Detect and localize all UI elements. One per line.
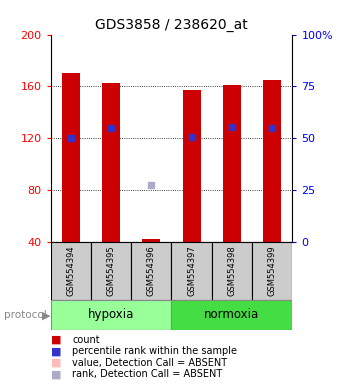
Bar xyxy=(183,90,201,242)
Text: normoxia: normoxia xyxy=(204,308,260,321)
Text: ▶: ▶ xyxy=(42,310,50,320)
Bar xyxy=(51,300,171,329)
Text: GSM554395: GSM554395 xyxy=(106,245,116,296)
Text: hypoxia: hypoxia xyxy=(88,308,134,321)
Text: GSM554397: GSM554397 xyxy=(187,245,196,296)
Bar xyxy=(91,242,131,300)
Text: ■: ■ xyxy=(51,346,61,356)
Bar xyxy=(51,242,91,300)
Bar xyxy=(252,242,292,300)
Text: ■: ■ xyxy=(51,369,61,379)
Text: percentile rank within the sample: percentile rank within the sample xyxy=(72,346,237,356)
Bar xyxy=(142,239,160,242)
Title: GDS3858 / 238620_at: GDS3858 / 238620_at xyxy=(95,18,248,32)
Text: ■: ■ xyxy=(51,335,61,345)
Text: GSM554398: GSM554398 xyxy=(227,245,236,296)
Bar xyxy=(171,300,292,329)
Text: GSM554396: GSM554396 xyxy=(147,245,156,296)
Text: count: count xyxy=(72,335,100,345)
Text: GSM554394: GSM554394 xyxy=(66,245,75,296)
Bar xyxy=(131,242,171,300)
Bar xyxy=(171,242,212,300)
Text: protocol: protocol xyxy=(4,310,46,320)
Bar xyxy=(62,73,80,242)
Bar xyxy=(212,242,252,300)
Text: value, Detection Call = ABSENT: value, Detection Call = ABSENT xyxy=(72,358,227,368)
Bar xyxy=(223,85,241,242)
Text: rank, Detection Call = ABSENT: rank, Detection Call = ABSENT xyxy=(72,369,222,379)
Text: GSM554399: GSM554399 xyxy=(268,245,277,296)
Bar xyxy=(263,80,281,242)
Bar xyxy=(102,83,120,242)
Text: ■: ■ xyxy=(51,358,61,368)
